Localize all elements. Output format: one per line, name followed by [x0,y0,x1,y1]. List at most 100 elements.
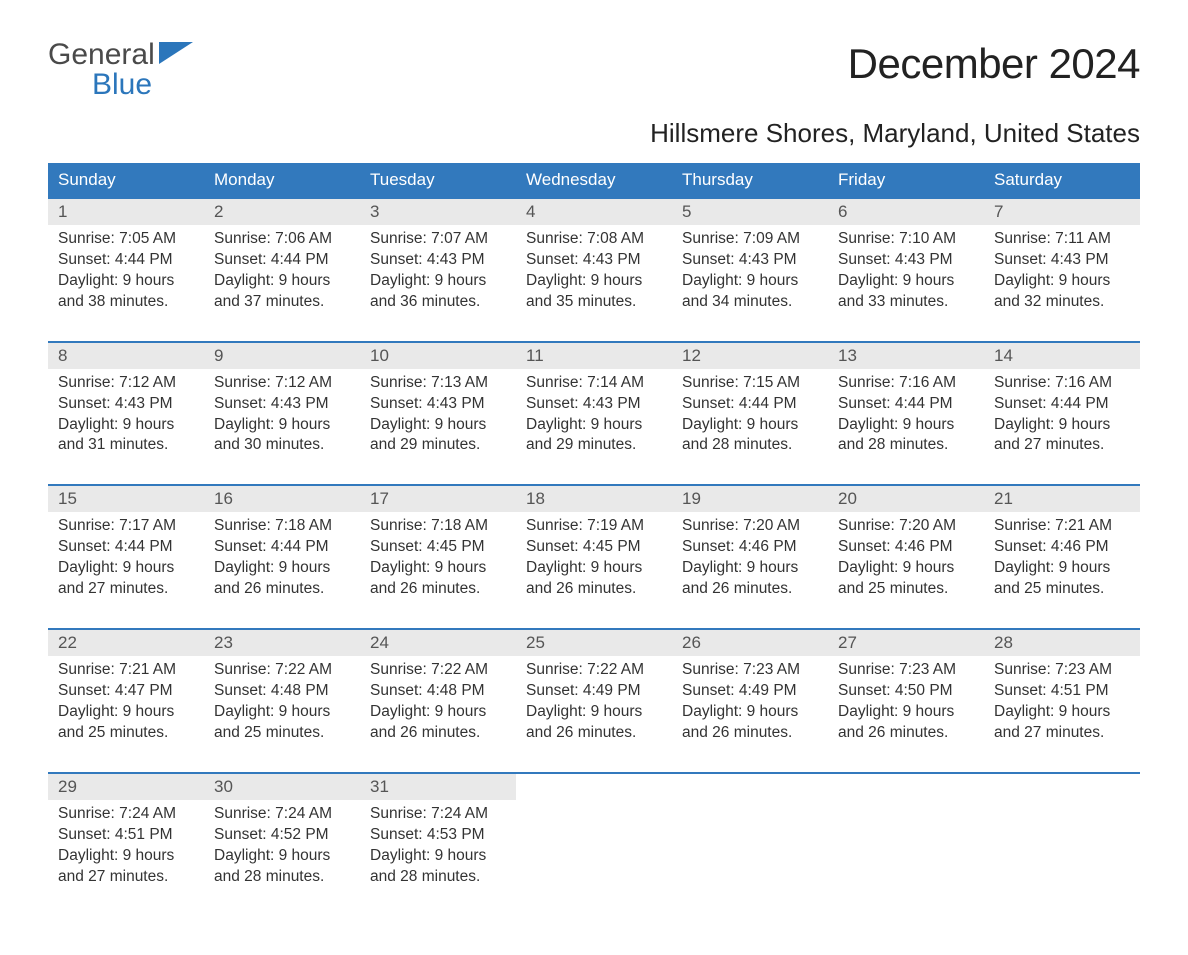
day-data-cell: Sunrise: 7:16 AMSunset: 4:44 PMDaylight:… [984,369,1140,486]
sunrise-line: Sunrise: 7:20 AM [682,516,818,537]
sunset-line: Sunset: 4:44 PM [58,250,194,271]
day-number-cell [516,774,672,800]
daylight-line1: Daylight: 9 hours [58,558,194,579]
sunrise-line: Sunrise: 7:05 AM [58,229,194,250]
day-number-row: 1234567 [48,199,1140,225]
daylight-line2: and 37 minutes. [214,292,350,313]
sunset-line: Sunset: 4:46 PM [838,537,974,558]
day-number-cell: 17 [360,486,516,512]
sunrise-line: Sunrise: 7:07 AM [370,229,506,250]
sunset-line: Sunset: 4:45 PM [370,537,506,558]
sunset-line: Sunset: 4:43 PM [994,250,1130,271]
day-number-cell: 15 [48,486,204,512]
sunrise-line: Sunrise: 7:24 AM [58,804,194,825]
sunrise-line: Sunrise: 7:22 AM [526,660,662,681]
daylight-line2: and 29 minutes. [370,435,506,456]
daylight-line1: Daylight: 9 hours [526,558,662,579]
sunset-line: Sunset: 4:52 PM [214,825,350,846]
day-data-cell: Sunrise: 7:24 AMSunset: 4:53 PMDaylight:… [360,800,516,916]
day-data-cell: Sunrise: 7:22 AMSunset: 4:49 PMDaylight:… [516,656,672,773]
daylight-line1: Daylight: 9 hours [370,702,506,723]
sunset-line: Sunset: 4:43 PM [370,394,506,415]
day-number-cell: 14 [984,343,1140,369]
day-number-cell: 31 [360,774,516,800]
daylight-line1: Daylight: 9 hours [682,558,818,579]
daylight-line1: Daylight: 9 hours [838,271,974,292]
daylight-line2: and 25 minutes. [214,723,350,744]
day-data-cell: Sunrise: 7:19 AMSunset: 4:45 PMDaylight:… [516,512,672,629]
sunset-line: Sunset: 4:48 PM [214,681,350,702]
daylight-line1: Daylight: 9 hours [214,846,350,867]
day-number-cell [984,774,1140,800]
day-data-cell: Sunrise: 7:23 AMSunset: 4:51 PMDaylight:… [984,656,1140,773]
day-number-row: 891011121314 [48,343,1140,369]
sunrise-line: Sunrise: 7:16 AM [994,373,1130,394]
daylight-line2: and 26 minutes. [526,579,662,600]
day-data-cell: Sunrise: 7:20 AMSunset: 4:46 PMDaylight:… [828,512,984,629]
daylight-line2: and 25 minutes. [838,579,974,600]
day-number-cell: 2 [204,199,360,225]
day-data-cell: Sunrise: 7:07 AMSunset: 4:43 PMDaylight:… [360,225,516,342]
day-data-cell: Sunrise: 7:14 AMSunset: 4:43 PMDaylight:… [516,369,672,486]
daylight-line2: and 27 minutes. [994,435,1130,456]
day-number-cell: 23 [204,630,360,656]
sunrise-line: Sunrise: 7:16 AM [838,373,974,394]
day-number-cell: 16 [204,486,360,512]
day-number-cell: 4 [516,199,672,225]
daylight-line2: and 28 minutes. [370,867,506,888]
daylight-line1: Daylight: 9 hours [526,702,662,723]
day-number-cell: 28 [984,630,1140,656]
day-number-row: 22232425262728 [48,630,1140,656]
day-data-cell: Sunrise: 7:22 AMSunset: 4:48 PMDaylight:… [204,656,360,773]
sunset-line: Sunset: 4:51 PM [994,681,1130,702]
daylight-line2: and 38 minutes. [58,292,194,313]
sunset-line: Sunset: 4:43 PM [370,250,506,271]
daylight-line1: Daylight: 9 hours [370,846,506,867]
daylight-line2: and 29 minutes. [526,435,662,456]
sunset-line: Sunset: 4:43 PM [526,394,662,415]
sunrise-line: Sunrise: 7:22 AM [370,660,506,681]
sunset-line: Sunset: 4:44 PM [994,394,1130,415]
day-data-row: Sunrise: 7:12 AMSunset: 4:43 PMDaylight:… [48,369,1140,486]
day-number-cell: 19 [672,486,828,512]
brand-word2: Blue [92,70,193,100]
daylight-line1: Daylight: 9 hours [994,415,1130,436]
sunset-line: Sunset: 4:51 PM [58,825,194,846]
daylight-line2: and 26 minutes. [838,723,974,744]
daylight-line1: Daylight: 9 hours [370,271,506,292]
daylight-line1: Daylight: 9 hours [370,415,506,436]
sunset-line: Sunset: 4:43 PM [58,394,194,415]
sunset-line: Sunset: 4:43 PM [214,394,350,415]
sunrise-line: Sunrise: 7:17 AM [58,516,194,537]
day-number-row: 15161718192021 [48,486,1140,512]
day-data-cell [828,800,984,916]
day-data-cell: Sunrise: 7:24 AMSunset: 4:52 PMDaylight:… [204,800,360,916]
sunset-line: Sunset: 4:45 PM [526,537,662,558]
sunset-line: Sunset: 4:43 PM [682,250,818,271]
sunrise-line: Sunrise: 7:22 AM [214,660,350,681]
column-header: Monday [204,163,360,198]
day-number-cell: 29 [48,774,204,800]
day-data-cell: Sunrise: 7:23 AMSunset: 4:49 PMDaylight:… [672,656,828,773]
daylight-line1: Daylight: 9 hours [838,702,974,723]
sunset-line: Sunset: 4:43 PM [526,250,662,271]
sunset-line: Sunset: 4:43 PM [838,250,974,271]
day-data-cell: Sunrise: 7:10 AMSunset: 4:43 PMDaylight:… [828,225,984,342]
day-data-row: Sunrise: 7:21 AMSunset: 4:47 PMDaylight:… [48,656,1140,773]
daylight-line2: and 31 minutes. [58,435,194,456]
day-data-cell: Sunrise: 7:11 AMSunset: 4:43 PMDaylight:… [984,225,1140,342]
day-data-cell: Sunrise: 7:16 AMSunset: 4:44 PMDaylight:… [828,369,984,486]
day-data-cell [984,800,1140,916]
daylight-line1: Daylight: 9 hours [58,846,194,867]
column-header: Thursday [672,163,828,198]
day-number-cell: 20 [828,486,984,512]
sunset-line: Sunset: 4:50 PM [838,681,974,702]
daylight-line2: and 34 minutes. [682,292,818,313]
day-number-cell: 21 [984,486,1140,512]
daylight-line1: Daylight: 9 hours [994,558,1130,579]
day-data-cell [672,800,828,916]
daylight-line2: and 33 minutes. [838,292,974,313]
day-number-cell [672,774,828,800]
daylight-line1: Daylight: 9 hours [682,415,818,436]
daylight-line2: and 30 minutes. [214,435,350,456]
